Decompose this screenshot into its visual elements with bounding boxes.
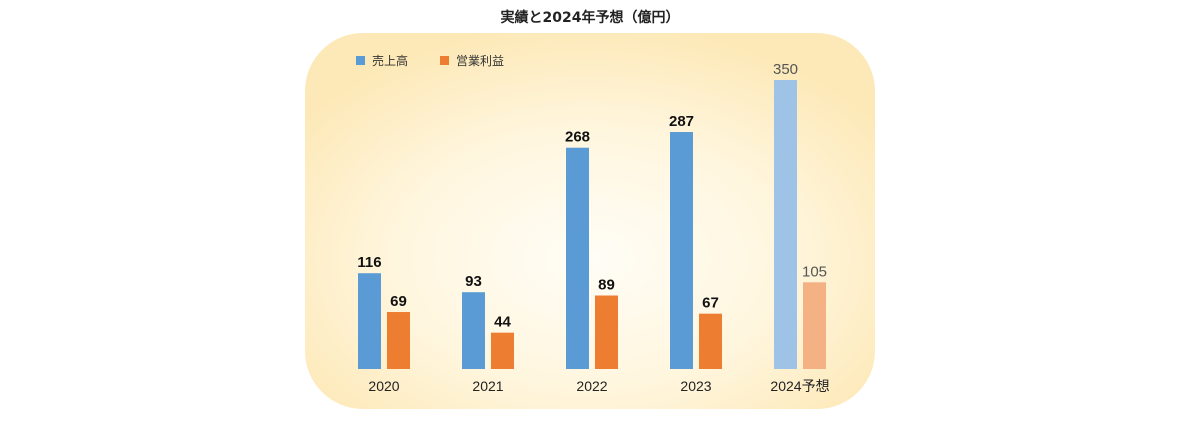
value-label-sales-2: 268 <box>565 129 590 146</box>
bar-operating-profit-0 <box>387 312 410 369</box>
value-label-operating-profit-3: 67 <box>702 295 719 312</box>
bar-sales-2 <box>566 147 589 369</box>
plot-background <box>305 33 875 409</box>
value-label-operating-profit-4: 105 <box>802 263 827 280</box>
value-label-sales-3: 287 <box>669 113 694 130</box>
x-tick-label-2: 2022 <box>576 378 607 394</box>
value-label-operating-profit-2: 89 <box>598 277 615 294</box>
value-labels: 116 69 93 44 268 89 287 67 350 105 <box>357 61 827 331</box>
value-label-sales-0: 116 <box>357 254 381 271</box>
bar-sales-3 <box>670 132 693 369</box>
bar-sales-0 <box>358 273 381 369</box>
x-tick-label-4: 2024予想 <box>770 378 829 394</box>
chart-title: 実績と2024年予想（億円） <box>501 9 680 26</box>
legend-label-sales: 売上高 <box>372 53 408 68</box>
x-axis-ticks: 2020 2021 2022 2023 2024予想 <box>368 378 829 394</box>
value-label-sales-1: 93 <box>465 273 482 290</box>
value-label-operating-profit-1: 44 <box>494 314 511 331</box>
bars <box>358 80 826 369</box>
bar-operating-profit-4 <box>803 282 826 369</box>
bar-operating-profit-1 <box>491 332 514 369</box>
bar-operating-profit-2 <box>595 295 618 369</box>
value-label-sales-4: 350 <box>773 61 798 78</box>
legend: 売上高 営業利益 <box>356 53 504 68</box>
value-label-operating-profit-0: 69 <box>390 293 407 310</box>
legend-swatch-sales <box>356 56 365 65</box>
x-tick-label-3: 2023 <box>680 378 711 394</box>
bar-operating-profit-3 <box>699 313 722 369</box>
bar-sales-4 <box>774 80 797 369</box>
legend-label-operating-profit: 営業利益 <box>456 54 504 68</box>
x-tick-label-0: 2020 <box>368 378 399 394</box>
bar-sales-1 <box>462 292 485 369</box>
legend-swatch-operating-profit <box>440 56 449 65</box>
x-tick-label-1: 2021 <box>472 378 503 394</box>
